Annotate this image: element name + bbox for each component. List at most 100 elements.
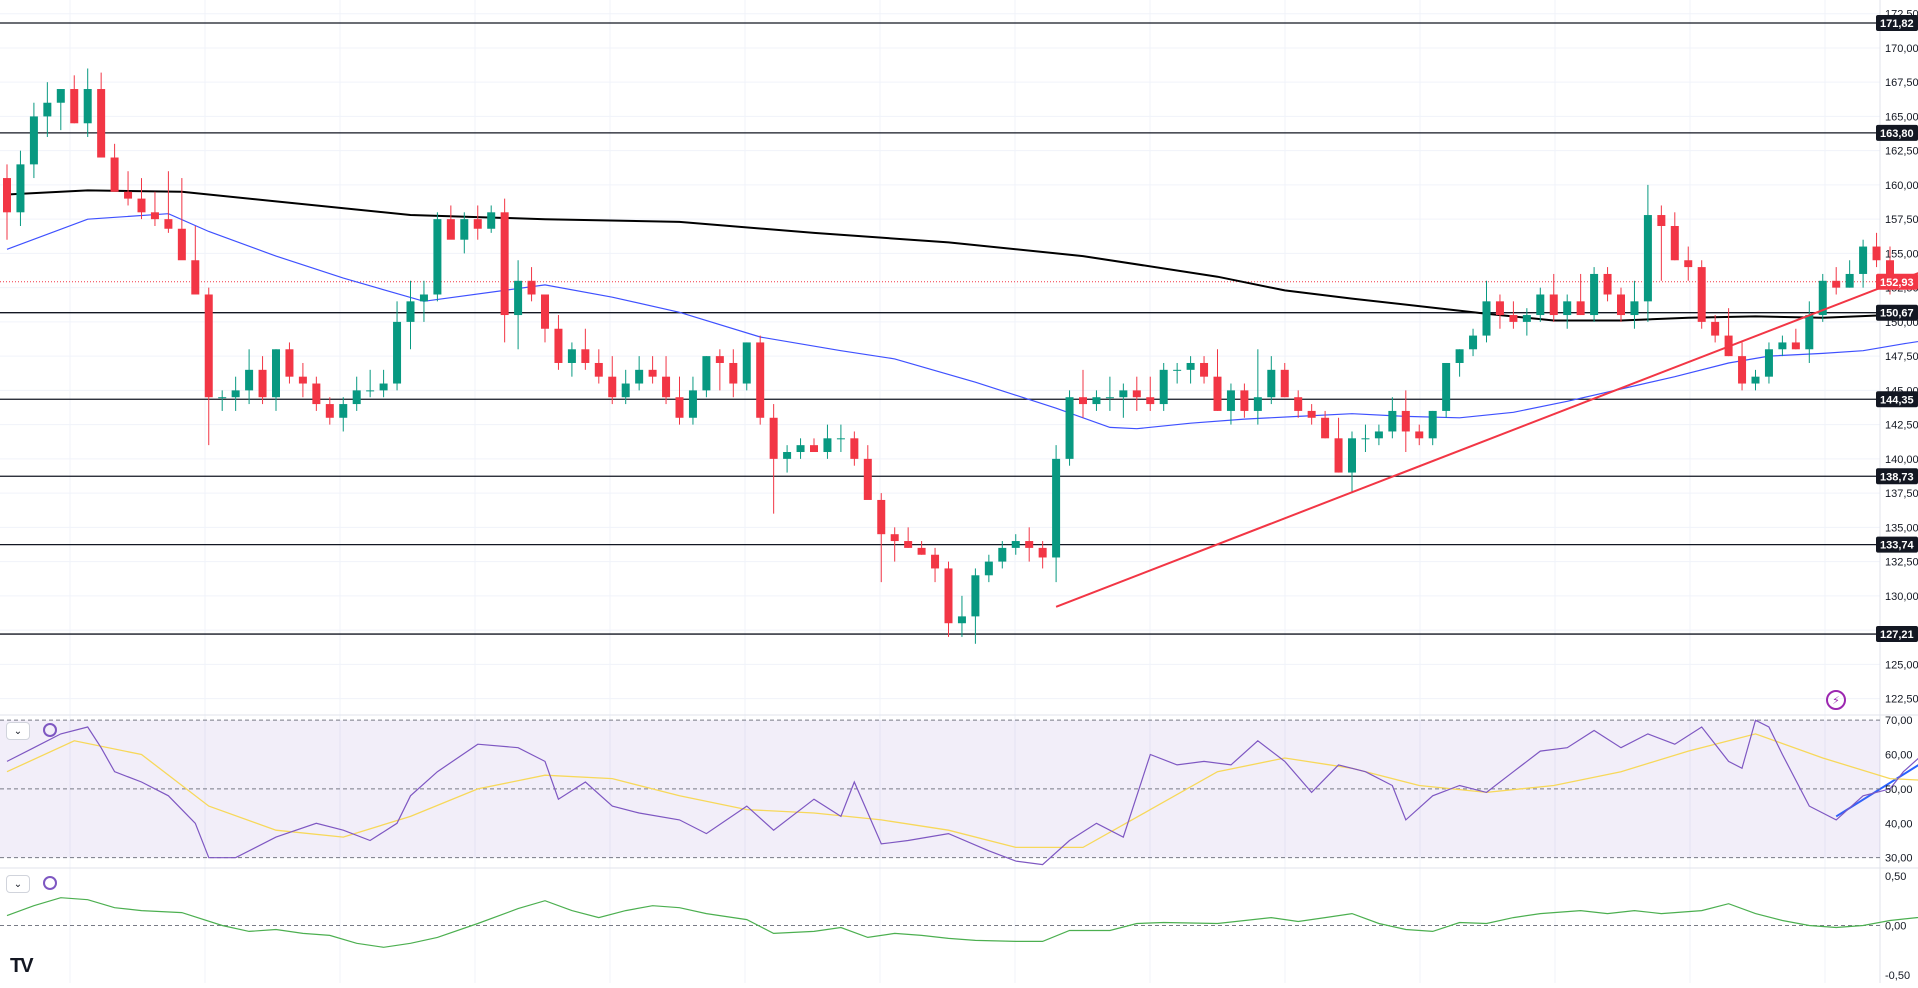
candle-body <box>1818 280 1827 316</box>
chevron-down-icon: ⌄ <box>13 878 23 890</box>
candle-body <box>1469 335 1478 350</box>
candle-body <box>1845 273 1854 288</box>
candle-body <box>1200 362 1209 377</box>
level-label-bg <box>1876 468 1918 485</box>
candle-body <box>917 547 926 555</box>
price-tick-label: 147,50 <box>1885 351 1918 363</box>
chevron-down-icon: ⌄ <box>13 725 23 737</box>
candle-body <box>56 89 65 103</box>
osc-tick-label: -0,50 <box>1885 970 1910 982</box>
candle-body <box>1146 397 1155 405</box>
candle-body <box>688 390 697 418</box>
candle-body <box>1092 397 1101 405</box>
candle-body <box>1038 547 1047 558</box>
rsi-tick-label: 30,00 <box>1885 853 1913 865</box>
ma-blue-line <box>6 213 1918 430</box>
candle-body <box>877 499 886 535</box>
candle-body <box>1186 362 1195 370</box>
price-tick-label: 125,00 <box>1885 659 1918 671</box>
candle-body <box>406 301 415 322</box>
candle-body <box>1226 390 1235 411</box>
candle-body <box>1590 273 1599 316</box>
level-label: 144,35 <box>1880 394 1914 406</box>
trendline-red <box>1055 272 1918 608</box>
rsi-tick-label: 50,00 <box>1885 784 1913 796</box>
candle-body <box>1401 410 1410 432</box>
level-label-bg <box>1876 536 1918 553</box>
price-tick-label: 142,50 <box>1885 420 1918 432</box>
rsi-line <box>6 719 1918 866</box>
osc-line <box>6 897 1918 948</box>
candle-body <box>1764 349 1773 377</box>
candle-body <box>715 356 724 363</box>
candle-body <box>1132 390 1141 398</box>
candle-body <box>1294 397 1303 411</box>
candle-body <box>258 369 267 398</box>
candle-body <box>487 212 496 229</box>
tradingview-logo-icon[interactable]: TV <box>10 955 34 977</box>
candle-body <box>1321 417 1330 439</box>
oscillator-refresh-icon[interactable] <box>43 876 57 890</box>
candle-body <box>823 438 832 453</box>
candle-body <box>783 452 792 459</box>
level-label-bg <box>1876 626 1918 643</box>
candle-body <box>1778 342 1787 350</box>
candle-body <box>352 390 361 405</box>
candle-body <box>285 349 294 377</box>
candle-body <box>944 568 953 624</box>
candle-body <box>43 102 52 117</box>
rsi-refresh-icon[interactable] <box>43 723 57 737</box>
candle-body <box>1711 321 1720 336</box>
candle-body <box>1280 369 1289 398</box>
level-label: 150,67 <box>1880 308 1914 320</box>
candle-body <box>1065 397 1074 459</box>
candle-body <box>1684 260 1693 268</box>
level-label: 163,80 <box>1880 128 1914 140</box>
candle-body <box>1267 369 1276 398</box>
candle-body <box>1886 260 1894 281</box>
candle-body <box>514 280 523 316</box>
level-label-bg <box>1876 15 1918 32</box>
price-tick-label: 165,00 <box>1885 111 1918 123</box>
candle-body <box>16 164 25 213</box>
candle-body <box>1105 397 1114 399</box>
candle-body <box>1657 215 1666 227</box>
candle-body <box>957 616 966 624</box>
candle-body <box>1307 410 1316 418</box>
osc-tick-label: 0,50 <box>1885 871 1906 883</box>
last-price-label-bg <box>1876 273 1918 290</box>
candle-body <box>554 328 563 363</box>
rsi-tick-label: 40,00 <box>1885 818 1913 830</box>
horizontal-levels[interactable] <box>0 22 1880 635</box>
price-tick-label: 162,50 <box>1885 146 1918 158</box>
candle-body <box>1334 438 1343 473</box>
candle-body <box>1173 369 1182 371</box>
candle-body <box>769 417 778 459</box>
oscillator-collapse-button[interactable]: ⌄ <box>6 875 30 893</box>
candle-body <box>675 397 684 418</box>
candle-body <box>1482 301 1491 336</box>
candle-body <box>796 445 805 453</box>
level-label-bg <box>1876 304 1918 321</box>
candle-body <box>1388 410 1397 432</box>
candle-body <box>110 157 119 192</box>
candle-body <box>446 219 455 240</box>
candle-body <box>1025 541 1034 548</box>
moving-averages <box>6 189 1918 430</box>
oscillator-pane <box>0 897 1918 948</box>
price-axis[interactable]: 172,50170,00167,50165,00162,50160,00157,… <box>1876 9 1918 982</box>
candle-body <box>836 438 845 440</box>
lightning-icon[interactable]: ⚡ <box>1826 690 1846 710</box>
candle-body <box>850 438 859 459</box>
price-tick-label: 140,00 <box>1885 454 1918 466</box>
candle-body <box>1697 267 1706 322</box>
candle-body <box>1052 458 1061 558</box>
price-tick-label: 157,50 <box>1885 214 1918 226</box>
candle-body <box>931 554 940 569</box>
candle-body <box>325 404 334 418</box>
candle-body <box>702 356 711 391</box>
candle-body <box>621 383 630 398</box>
rsi-collapse-button[interactable]: ⌄ <box>6 722 30 740</box>
candle-body <box>863 458 872 500</box>
